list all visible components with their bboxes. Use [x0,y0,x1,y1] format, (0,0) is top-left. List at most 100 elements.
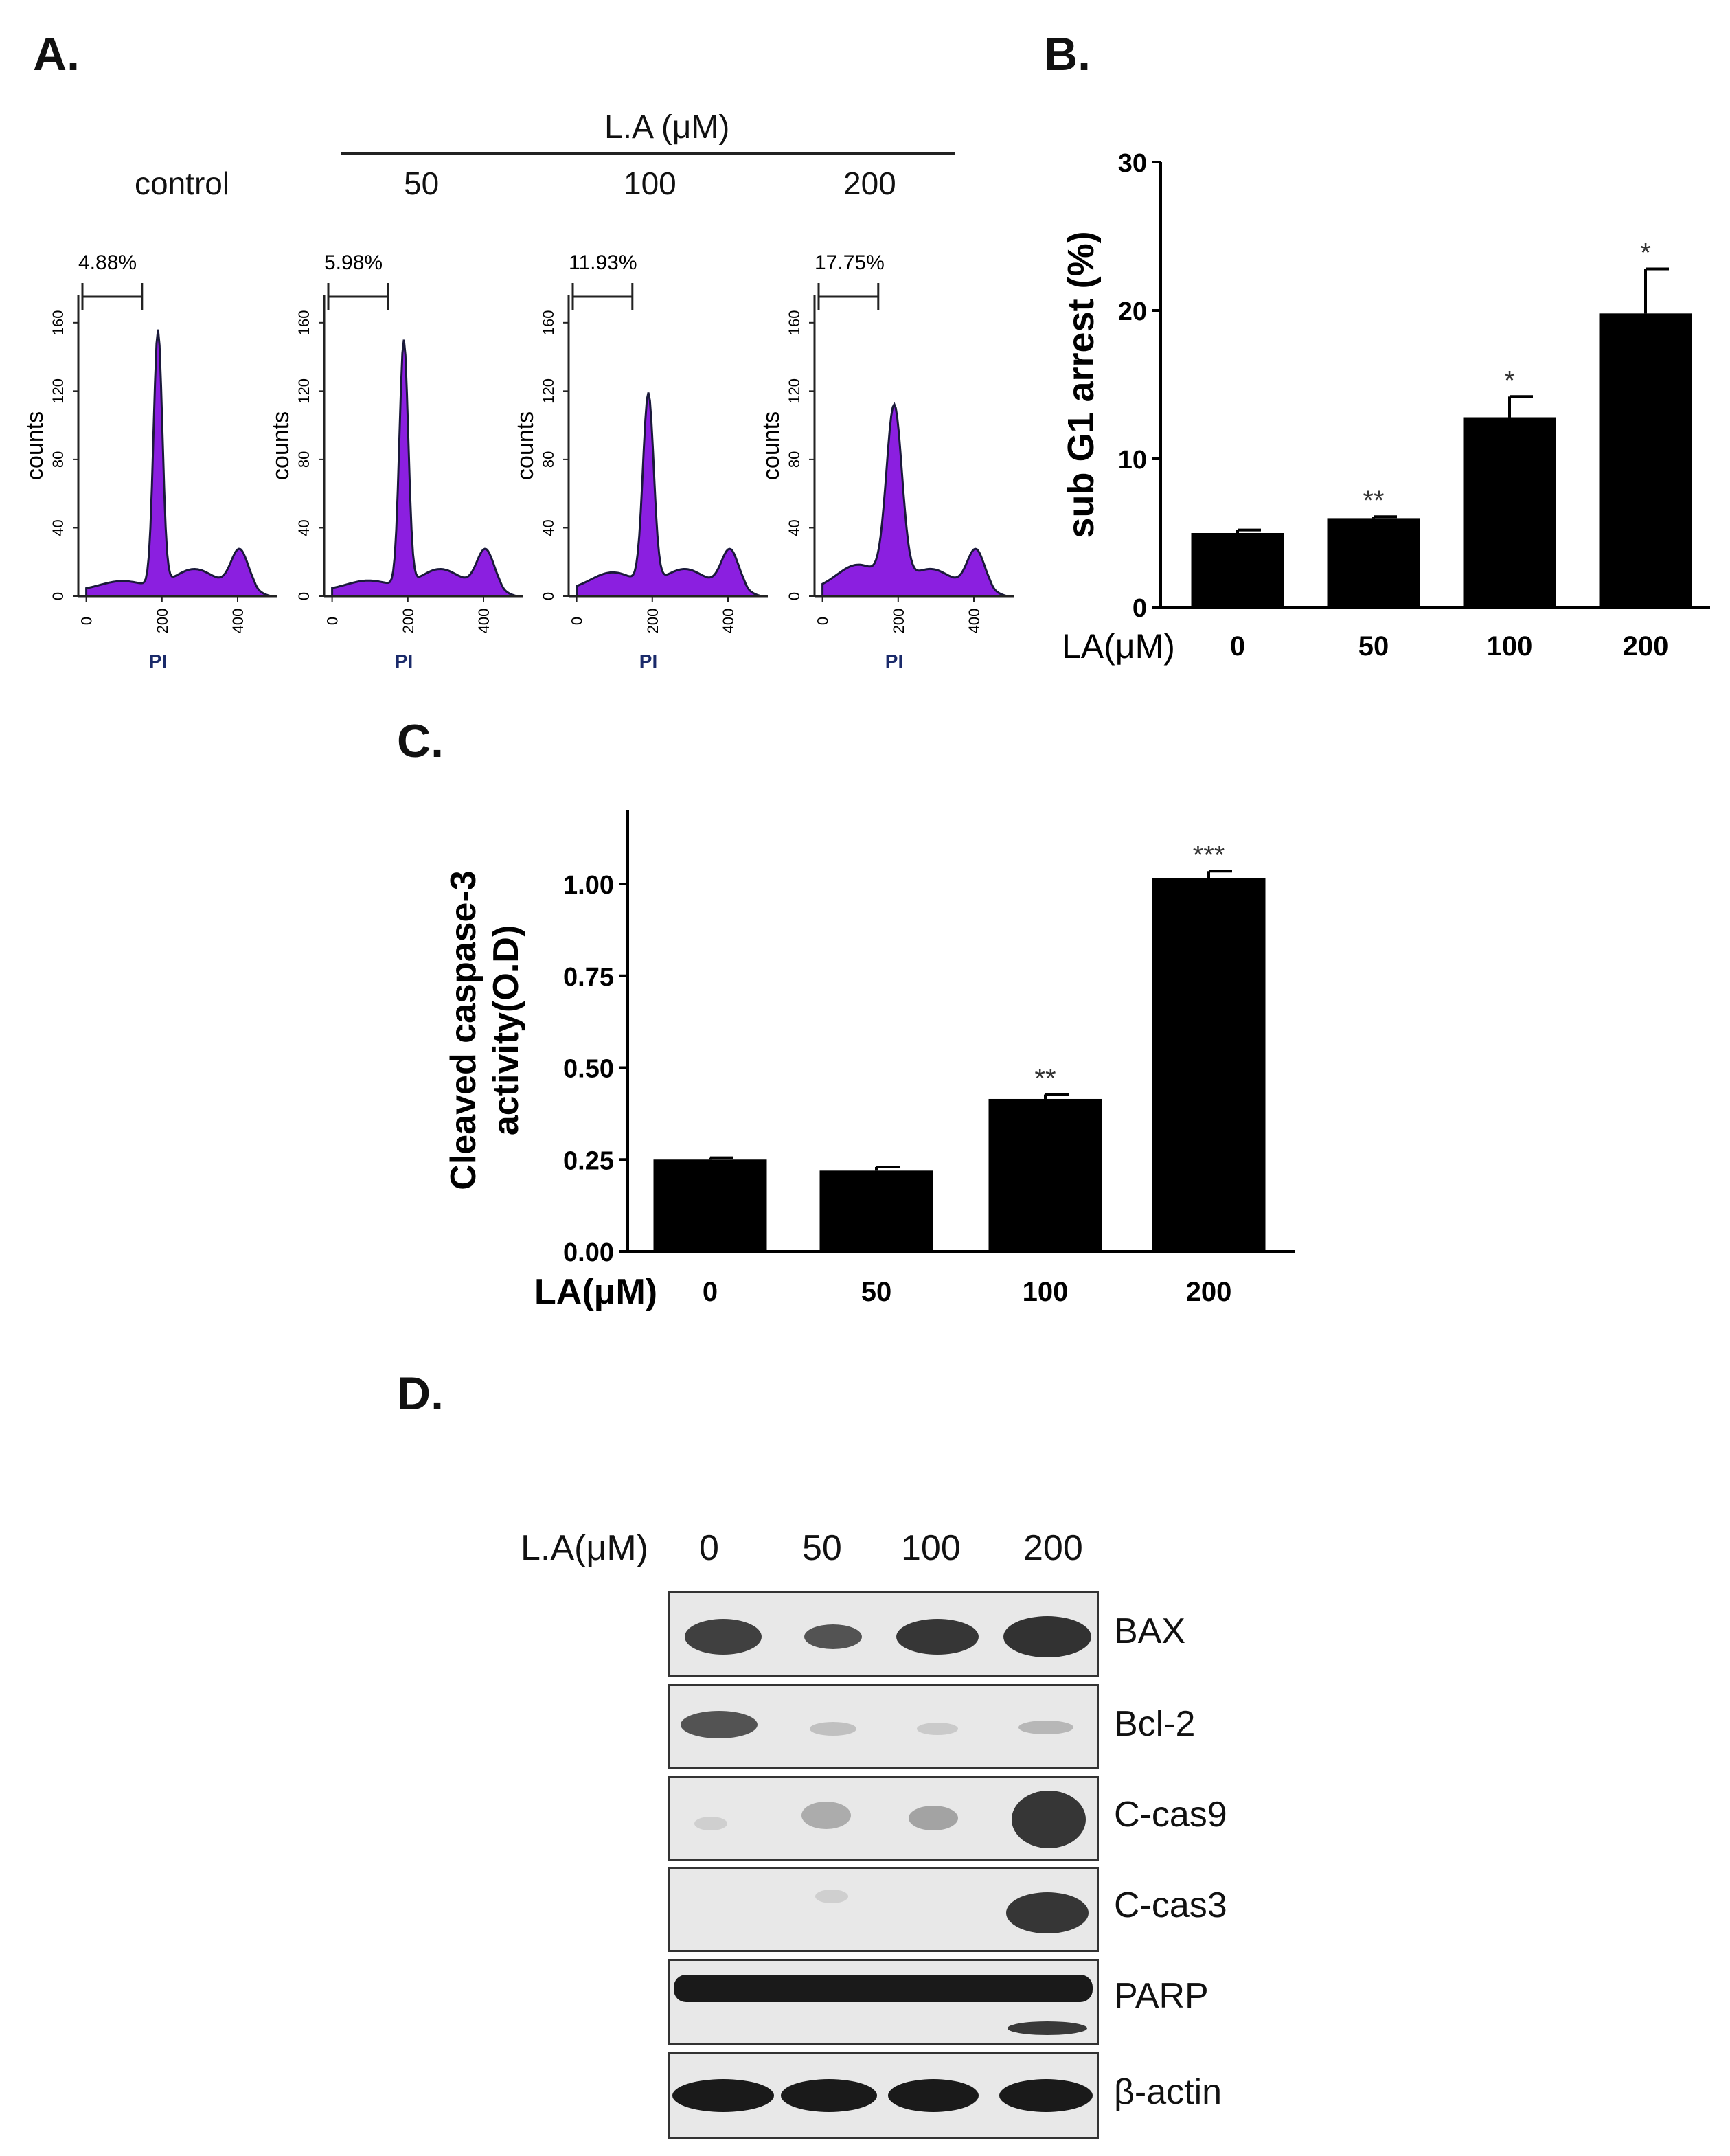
x-tick-label: 400 [966,609,983,634]
y-axis-label: counts [22,411,48,480]
chart-b-y-tick-label: 30 [1118,149,1147,178]
histogram-fill [821,402,1007,598]
dose-label-100: 100 [624,166,676,201]
y-tick-label: 80 [540,451,557,468]
x-tick-label: 200 [400,609,417,634]
x-axis-label: PI [639,650,657,672]
chart-b-significance: ** [1363,486,1384,516]
x-axis-label: PI [395,650,413,672]
blot-beta-actin [668,2052,1099,2139]
chart-c-significance: *** [1193,840,1225,870]
chart-b-bar-50 [1327,518,1420,607]
x-tick-label: 0 [324,617,341,625]
y-tick-label: 80 [786,451,803,468]
blot-label-ccas9: C-cas9 [1114,1795,1227,1835]
panel-d: L.A(μM) 0 50 100 200 [0,1442,1730,2156]
chart-c-bar-100 [988,1098,1102,1251]
y-axis-label: counts [268,411,294,480]
y-tick-label: 160 [295,310,312,335]
histogram-3: 0 40 80 120 160 counts 0 200 400 PI 17.75% [758,251,1014,672]
chart-c-y-axis-label-line2: activity(O.D) [486,925,526,1135]
chart-b-category-label: 200 [1623,631,1669,661]
gate-percent: 17.75% [815,251,885,274]
x-tick-label: 200 [644,609,661,634]
blot-label-parp: PARP [1114,1976,1209,2016]
y-tick-label: 120 [49,378,67,404]
chart-c-caspase3: 0.00 0.25 0.50 0.75 1.00 0 50 ** 100 *** 200 LA(μM)… [444,810,1295,1312]
blot-label-beta-actin: β-actin [1114,2072,1222,2112]
y-tick-label: 0 [49,592,67,600]
lane-label-0: 0 [699,1528,719,1568]
chart-c-y-tick-label: 0.75 [563,963,614,992]
chart-b-category-label: 100 [1487,631,1533,661]
chart-c-category-label: 50 [861,1277,892,1307]
chart-b-sub-g1: 0 10 20 30 0 ** 50 * 100 * 200 LA(μM) sub G1 arrest … [1060,149,1710,666]
chart-c-y-tick-label: 0.25 [563,1146,614,1175]
control-label: control [135,166,230,201]
blot-ccas9 [668,1776,1099,1861]
chart-b-y-tick-label: 0 [1133,594,1147,623]
y-tick-label: 0 [786,592,803,600]
y-tick-label: 40 [49,519,67,536]
gate-percent: 11.93% [569,251,637,274]
chart-c-bar-50 [819,1170,933,1251]
chart-b-y-tick-label: 10 [1118,446,1147,475]
blot-bcl2 [668,1684,1099,1769]
histogram-fill [576,392,761,598]
x-axis-label: PI [885,650,903,672]
histogram-0: 0 40 80 120 160 counts 0 200 400 PI 4.88% [22,251,277,672]
histogram-1: 0 40 80 120 160 counts 0 200 400 PI 5.98% [268,251,523,672]
blot-label-bax: BAX [1114,1611,1186,1651]
chart-b-significance: * [1504,365,1515,396]
x-tick-label: 0 [569,617,586,625]
x-tick-label: 200 [154,609,171,634]
y-tick-label: 80 [295,451,312,468]
y-tick-label: 80 [49,451,67,468]
x-axis-label: PI [149,650,167,672]
chart-c-y-axis-label-line1: Cleaved caspase-3 [444,870,483,1190]
chart-b-bar-0 [1191,533,1284,607]
y-tick-label: 40 [540,519,557,536]
chart-b-category-label: 0 [1230,631,1245,661]
chart-c-bar-0 [653,1159,767,1251]
x-tick-label: 200 [890,609,907,634]
histogram-2: 0 40 80 120 160 counts 0 200 400 PI 11.93% [512,251,768,672]
chart-b-x-axis-label: LA(μM) [1062,627,1175,666]
blot-label-ccas3: C-cas3 [1114,1885,1227,1925]
y-axis-label: counts [512,411,538,480]
x-tick-label: 0 [815,617,832,625]
panel-a: L.A (μM) control 50 100 200 0 40 80 120 160 c… [0,0,1030,687]
y-tick-label: 40 [295,519,312,536]
y-tick-label: 160 [49,310,67,335]
chart-c-bar-200 [1152,878,1266,1251]
chart-c-y-tick-label: 1.00 [563,871,614,900]
y-tick-label: 40 [786,519,803,536]
chart-c-category-label: 0 [703,1277,718,1307]
dose-group-label: L.A (μM) [604,109,730,146]
chart-c-category-label: 200 [1186,1277,1232,1307]
chart-b-category-label: 50 [1358,631,1389,661]
lane-label-100: 100 [901,1528,961,1568]
panel-label-d: D. [397,1368,444,1420]
blot-label-bcl2: Bcl-2 [1114,1704,1196,1744]
histogram-fill [85,329,271,598]
y-tick-label: 120 [295,378,312,404]
chart-b-y-axis-label: sub G1 arrest (%) [1060,231,1102,538]
chart-c-category-label: 100 [1023,1277,1069,1307]
lane-label-200: 200 [1023,1528,1083,1568]
panel-label-c: C. [397,715,444,767]
x-tick-label: 400 [229,609,247,634]
y-tick-label: 0 [540,592,557,600]
chart-b-y-tick-label: 20 [1118,297,1147,326]
y-tick-label: 120 [540,378,557,404]
chart-b-bar-200 [1599,313,1692,607]
blot-header-label: L.A(μM) [521,1528,648,1568]
y-tick-label: 0 [295,592,312,600]
chart-b-bar-100 [1463,417,1556,607]
lane-label-50: 50 [802,1528,842,1568]
panel-label-b: B. [1044,28,1091,80]
y-tick-label: 120 [786,378,803,404]
chart-c-y-tick-label: 0.50 [563,1055,614,1084]
x-tick-label: 400 [475,609,492,634]
